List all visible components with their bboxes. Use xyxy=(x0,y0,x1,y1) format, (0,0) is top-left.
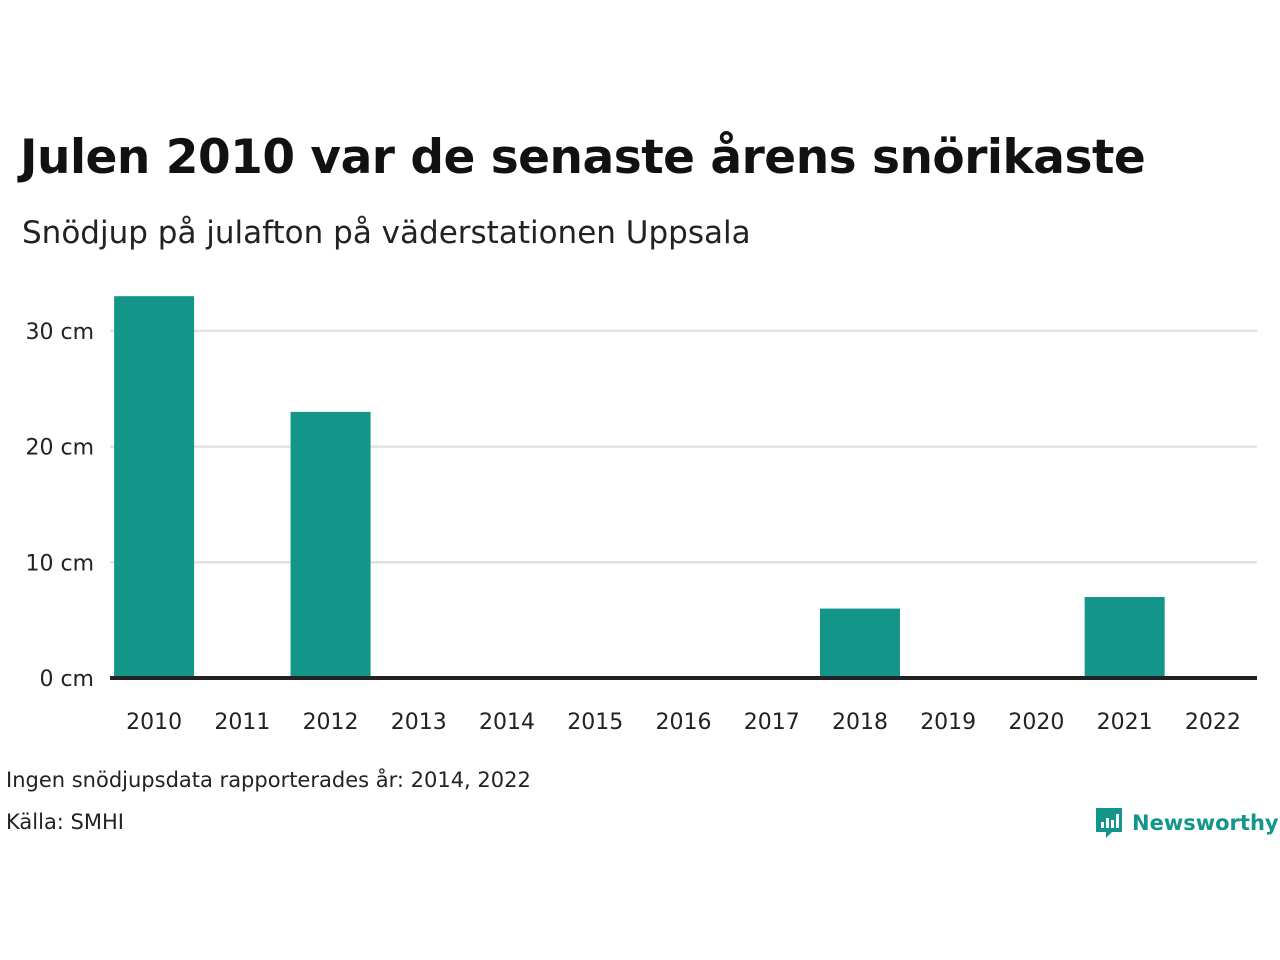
grid-lines xyxy=(110,329,1257,564)
bar xyxy=(1084,597,1165,678)
x-tick-label: 2013 xyxy=(391,710,447,735)
x-tick-label: 2012 xyxy=(303,710,359,735)
axes: 0 cm 10 cm 20 cm 30 cm 2010 2011 2012 2013 2014 2… xyxy=(25,320,1257,735)
bars xyxy=(114,296,1165,678)
brand-name: Newsworthy xyxy=(1132,811,1279,835)
bar xyxy=(114,296,195,678)
x-tick-label: 2010 xyxy=(126,710,182,735)
chart-title: Julen 2010 var de senaste årens snörikas… xyxy=(20,130,1146,185)
x-tick-label: 2020 xyxy=(1008,710,1064,735)
bar xyxy=(290,411,371,678)
x-tick-label: 2014 xyxy=(479,710,535,735)
x-tick-label: 2018 xyxy=(832,710,888,735)
x-tick-label: 2011 xyxy=(214,710,270,735)
x-tick-label: 2019 xyxy=(920,710,976,735)
x-tick-label: 2021 xyxy=(1097,710,1153,735)
y-tick-label: 10 cm xyxy=(25,551,94,576)
bar-chart: 0 cm 10 cm 20 cm 30 cm 2010 2011 2012 2013 2014 2… xyxy=(25,296,1257,735)
x-tick-label: 2015 xyxy=(567,710,623,735)
y-tick-label: 30 cm xyxy=(25,320,94,345)
x-tick-label: 2016 xyxy=(656,710,712,735)
chart-subtitle: Snödjup på julafton på väderstationen Up… xyxy=(22,215,751,251)
newsworthy-logo: Newsworthy xyxy=(1094,806,1279,840)
x-tick-label: 2022 xyxy=(1185,710,1241,735)
missing-data-note: Ingen snödjupsdata rapporterades år: 201… xyxy=(6,768,531,792)
y-tick-label: 0 cm xyxy=(39,667,94,692)
x-tick-label: 2017 xyxy=(744,710,800,735)
y-tick-label: 20 cm xyxy=(25,436,94,461)
newsworthy-logo-icon xyxy=(1096,808,1122,838)
source-note: Källa: SMHI xyxy=(6,810,124,834)
bar xyxy=(819,608,900,678)
